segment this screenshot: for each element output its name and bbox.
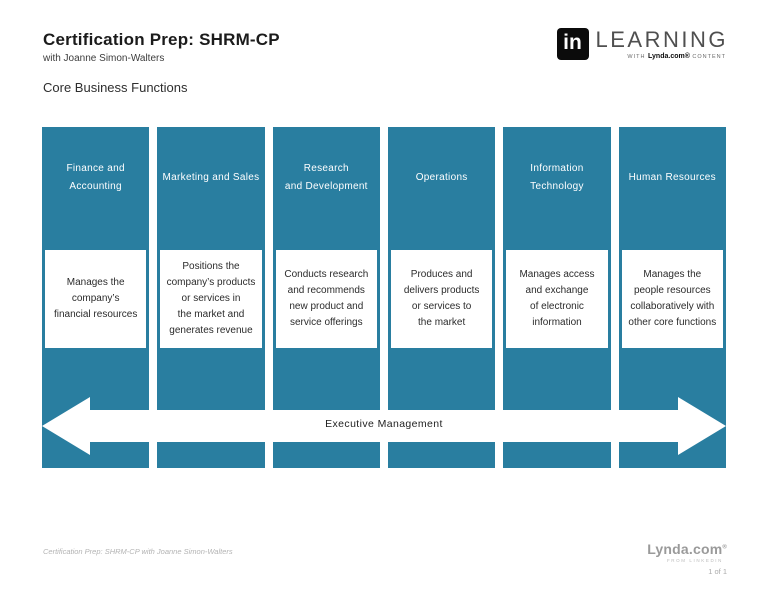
column-title: Operations [415,171,468,183]
double-arrow-icon [42,397,726,455]
column-description: Conducts research and recommends new pro… [275,250,377,348]
footer-course-reference: Certification Prep: SHRM-CP with Joanne … [43,547,233,556]
footer-brand-block: Lynda.com® FROM LINKEDIN 1 of 1 [647,541,727,577]
linkedin-in-icon: in [556,28,589,60]
column-title: Marketing and Sales [162,171,260,183]
column-title: Finance and Accounting [66,163,125,192]
column-marketing-sales: Marketing and Sales Positions the compan… [157,127,265,468]
column-title: Human Resources [628,171,716,183]
executive-management-arrow: Executive Management [42,397,726,455]
lynda-logo: Lynda.com® [647,541,727,557]
column-title: Research and Development [284,163,368,192]
lynda-logo-subtext: FROM LINKEDIN [666,558,723,564]
page-indicator: 1 of 1 [708,567,727,577]
column-description: Manages the company’s financial resource… [45,250,147,348]
linkedin-learning-wordmark: LEARNING WITH Lynda.com® CONTENT [596,28,728,60]
column-description: Manages the people resources collaborati… [621,250,723,348]
column-description: Produces and delivers products or servic… [390,250,493,348]
arrow-label: Executive Management [325,418,443,430]
learning-wordmark: LEARNING [595,27,728,52]
column-description: Positions the company’s products or serv… [160,250,262,348]
column-human-resources: Human Resources Manages the people resou… [618,127,726,468]
course-title: Certification Prep: SHRM-CP [43,30,280,49]
course-author: with Joanne Simon-Walters [43,53,165,64]
column-description: Manages access and exchange of electroni… [506,250,608,348]
slide-title: Core Business Functions [43,80,188,95]
column-title: Information Technology [530,163,584,192]
business-functions-columns: Finance and Accounting Manages the compa… [42,127,726,468]
logo-tagline: WITH Lynda.com® CONTENT [627,53,726,61]
linkedin-learning-logo: in LEARNING WITH Lynda.com® CONTENT [556,28,728,60]
